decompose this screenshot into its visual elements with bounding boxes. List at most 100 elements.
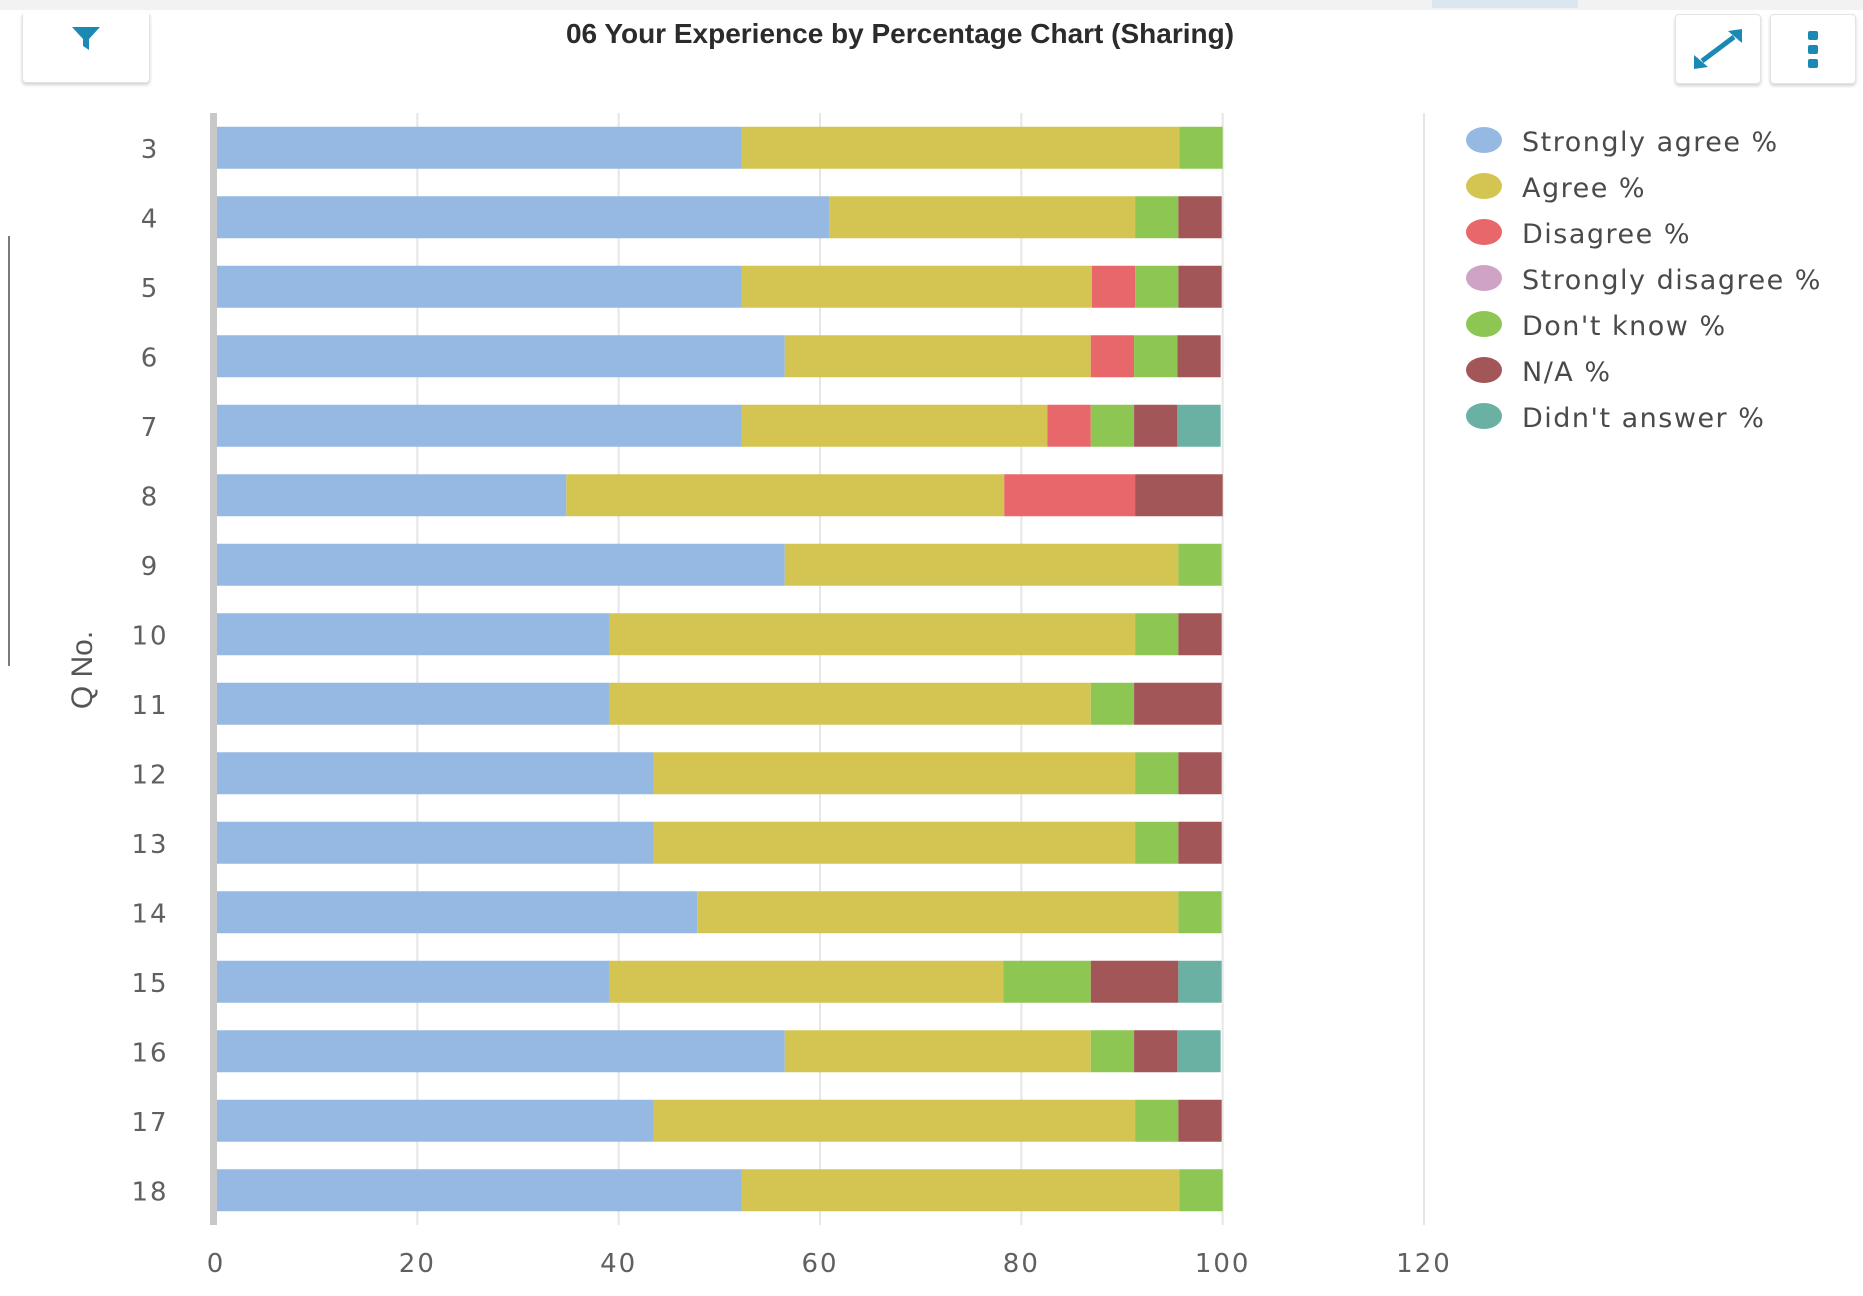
legend-label[interactable]: Don't know % [1522, 311, 1727, 342]
bar-segment [216, 613, 610, 656]
bar-segment [1177, 404, 1221, 447]
legend-label[interactable]: Strongly agree % [1522, 127, 1779, 158]
bar-segment [216, 265, 742, 308]
bar-segment [1135, 1099, 1179, 1142]
bar-segment [216, 821, 654, 864]
bar-segment [216, 682, 610, 725]
bar-segment [1090, 960, 1179, 1003]
bar-segment [1004, 474, 1136, 517]
bar-segment [1177, 1030, 1221, 1073]
bar-segment [216, 891, 698, 934]
bar-segment [1090, 682, 1135, 725]
bars [216, 126, 1223, 1212]
expand-icon [1694, 29, 1742, 69]
bar-segment [653, 821, 1136, 864]
bar-segment [216, 335, 785, 378]
bar-segment [1178, 1099, 1222, 1142]
y-category-label: 7 [141, 413, 160, 443]
bar-segment [653, 1099, 1136, 1142]
bar-segment [609, 682, 1091, 725]
bar-segment [609, 613, 1136, 656]
bar-segment [1090, 335, 1135, 378]
y-category-label: 3 [141, 135, 160, 165]
y-category-label: 15 [131, 969, 168, 999]
bar-segment [216, 1030, 785, 1073]
bar-segment [216, 543, 785, 586]
y-category-label: 18 [131, 1177, 168, 1207]
bar-segment [1134, 682, 1222, 725]
y-axis-label: Q No. [66, 631, 99, 709]
y-category-label: 14 [131, 899, 168, 929]
y-axis-line [210, 113, 217, 1225]
filter-button[interactable] [22, 14, 150, 83]
x-tick-label: 0 [207, 1249, 226, 1279]
y-category-label: 4 [141, 204, 160, 234]
y-category-label: 5 [141, 274, 160, 304]
bar-segment [1178, 543, 1222, 586]
y-axis-categories: 3 4 5 6 7 8 9 10 11 12 13 14 15 16 17 18 [131, 135, 168, 1208]
y-category-label: 17 [131, 1108, 168, 1138]
left-edge-divider [8, 236, 10, 666]
bar-segment [697, 891, 1179, 934]
legend-swatch [1466, 265, 1502, 291]
bar-segment [1178, 613, 1222, 656]
bar-segment [216, 960, 610, 1003]
x-tick-label: 60 [801, 1249, 838, 1279]
bar-segment [1178, 265, 1222, 308]
bar-segment [829, 196, 1136, 239]
y-category-label: 10 [131, 621, 168, 651]
legend-label[interactable]: Disagree % [1522, 219, 1691, 250]
bar-segment [1090, 404, 1135, 447]
bar-segment [216, 126, 742, 169]
bar-segment [216, 1169, 742, 1212]
bar-segment [1135, 196, 1179, 239]
legend-label[interactable]: N/A % [1522, 357, 1612, 388]
bar-segment [566, 474, 1005, 517]
bar-segment [784, 1030, 1091, 1073]
x-axis-ticks: 0 20 40 60 80 100 120 [207, 1249, 1452, 1279]
x-tick-label: 80 [1003, 1249, 1040, 1279]
expand-button[interactable] [1675, 14, 1761, 84]
chart-title: 06 Your Experience by Percentage Chart (… [565, 18, 1235, 49]
bar-segment [216, 1099, 654, 1142]
legend-swatch [1466, 403, 1502, 429]
bar-segment [741, 265, 1092, 308]
x-tick-label: 40 [600, 1249, 637, 1279]
top-strip [0, 0, 1863, 10]
y-category-label: 11 [131, 691, 168, 721]
y-category-label: 9 [141, 552, 160, 582]
y-category-label: 8 [141, 482, 160, 512]
bar-segment [216, 404, 742, 447]
x-tick-label: 120 [1396, 1249, 1452, 1279]
legend-label[interactable]: Didn't answer % [1522, 403, 1765, 434]
bar-segment [1134, 1030, 1178, 1073]
legend-label[interactable]: Agree % [1522, 173, 1646, 204]
bar-segment [784, 543, 1179, 586]
kebab-menu-icon [1808, 31, 1818, 68]
x-tick-label: 100 [1195, 1249, 1251, 1279]
bar-segment [1135, 474, 1223, 517]
y-category-label: 12 [131, 760, 168, 790]
bar-segment [1090, 1030, 1135, 1073]
bar-segment [216, 752, 654, 795]
bar-segment [741, 126, 1180, 169]
bar-segment [1179, 126, 1223, 169]
bar-segment [1091, 265, 1136, 308]
bar-segment [1135, 821, 1179, 864]
bar-segment [1135, 613, 1179, 656]
bar-segment [1177, 335, 1221, 378]
bar-segment [1134, 335, 1178, 378]
menu-button[interactable] [1770, 14, 1856, 84]
legend-label[interactable]: Strongly disagree % [1522, 265, 1822, 296]
bar-segment [784, 335, 1091, 378]
bar-segment [1135, 752, 1179, 795]
bar-segment [1135, 265, 1179, 308]
legend-swatch [1466, 219, 1502, 245]
legend-swatch [1466, 311, 1502, 337]
y-category-label: 16 [131, 1038, 168, 1068]
bar-segment [1178, 960, 1222, 1003]
bar-segment [609, 960, 1004, 1003]
bar-segment [741, 404, 1048, 447]
y-category-label: 13 [131, 830, 168, 860]
